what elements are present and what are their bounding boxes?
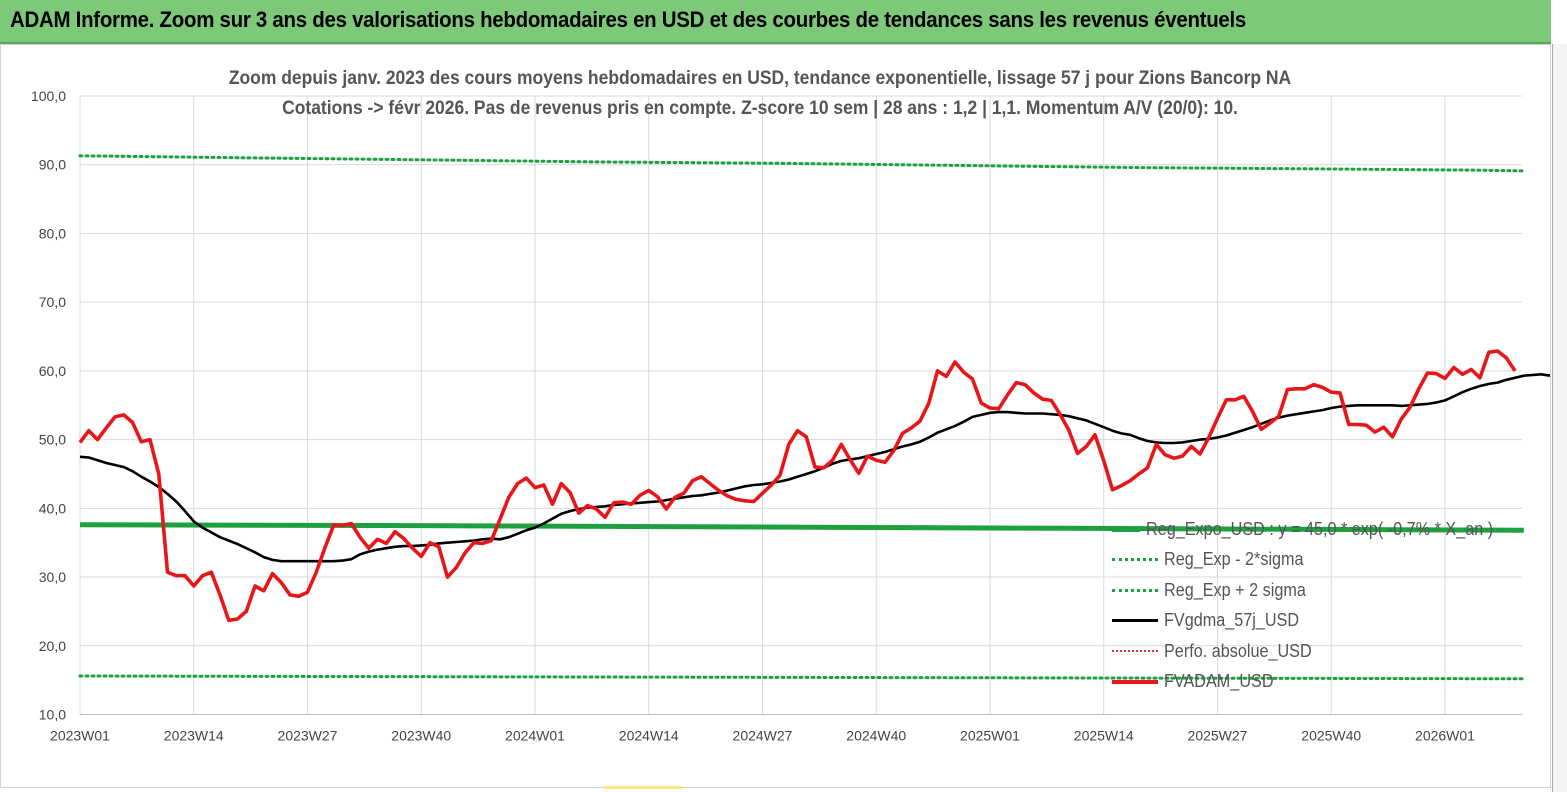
chart-title-line1: Zoom depuis janv. 2023 des cours moyens … (228, 68, 1292, 89)
chart-title-line2: Cotations -> févr 2026. Pas de revenus p… (282, 98, 1238, 119)
legend-item-fvgdma: FVgdma_57j_USD (1112, 606, 1532, 637)
legend-label: Reg_Exp - 2*sigma (1164, 549, 1304, 570)
series-fvadam-line (78, 349, 1517, 623)
bottom-marker (604, 786, 682, 789)
y-tick-label: 20,0 (39, 638, 66, 654)
series-fvgdma-line (79, 373, 1551, 563)
series-reg-minus-2sigma-line (78, 674, 1526, 681)
chart-legend: Reg_Expo_USD : y = 45,0 * exp( -0,7% * X… (1112, 514, 1532, 697)
x-tick-label: 2024W40 (846, 728, 906, 744)
legend-label: FVADAM_USD (1164, 671, 1274, 692)
series-reg-expo-line (79, 522, 1524, 533)
legend-swatch-reg-plus (1112, 588, 1158, 592)
chart-title: Zoom depuis janv. 2023 des cours moyens … (226, 64, 1293, 124)
legend-item-fvadam: FVADAM_USD (1112, 667, 1532, 698)
legend-label: Reg_Exp + 2 sigma (1164, 579, 1306, 600)
report-title: ADAM Informe. Zoom sur 3 ans des valoris… (10, 7, 1247, 32)
x-tick-label: 2024W27 (733, 728, 793, 744)
legend-item-reg-plus: Reg_Exp + 2 sigma (1112, 575, 1532, 606)
x-tick-label: 2025W27 (1188, 728, 1248, 744)
y-tick-label: 70,0 (39, 294, 66, 310)
legend-label: FVgdma_57j_USD (1164, 610, 1300, 631)
report-banner: ADAM Informe. Zoom sur 3 ans des valoris… (0, 0, 1551, 44)
x-tick-label: 2025W40 (1301, 728, 1361, 744)
right-edge-line (1552, 44, 1553, 792)
x-tick-label: 2023W14 (164, 728, 224, 744)
legend-swatch-reg-minus (1112, 558, 1158, 562)
x-tick-label: 2023W01 (50, 728, 110, 744)
y-tick-label: 10,0 (39, 707, 66, 723)
y-tick-label: 30,0 (39, 569, 66, 585)
right-edge (1552, 44, 1567, 792)
chart-frame (0, 44, 1551, 788)
y-tick-label: 100,0 (31, 88, 66, 104)
legend-item-reg-minus: Reg_Exp - 2*sigma (1112, 545, 1532, 576)
legend-swatch-fvadam (1112, 679, 1158, 684)
legend-swatch-reg-expo (1112, 526, 1141, 532)
x-tick-label: 2025W14 (1074, 728, 1134, 744)
y-tick-label: 60,0 (39, 363, 66, 379)
legend-item-perfo: Perfo. absolue_USD (1112, 636, 1532, 667)
legend-label: Reg_Expo_USD : y = 45,0 * exp( -0,7% * X… (1146, 518, 1494, 539)
x-tick-label: 2023W27 (278, 728, 338, 744)
legend-swatch-perfo (1112, 650, 1158, 653)
y-tick-label: 80,0 (39, 225, 66, 241)
series-reg-plus-2sigma-line (78, 154, 1526, 173)
legend-item-reg-expo: Reg_Expo_USD : y = 45,0 * exp( -0,7% * X… (1112, 514, 1532, 545)
y-tick-label: 50,0 (39, 432, 66, 448)
y-tick-label: 40,0 (39, 500, 66, 516)
x-tick-label: 2025W01 (960, 728, 1020, 744)
x-tick-label: 2023W40 (391, 728, 451, 744)
x-tick-label: 2026W01 (1415, 728, 1475, 744)
legend-swatch-fvgdma (1112, 619, 1158, 623)
x-tick-label: 2024W01 (505, 728, 565, 744)
legend-label: Perfo. absolue_USD (1164, 640, 1312, 661)
y-tick-label: 90,0 (39, 157, 66, 173)
x-tick-label: 2024W14 (619, 728, 679, 744)
